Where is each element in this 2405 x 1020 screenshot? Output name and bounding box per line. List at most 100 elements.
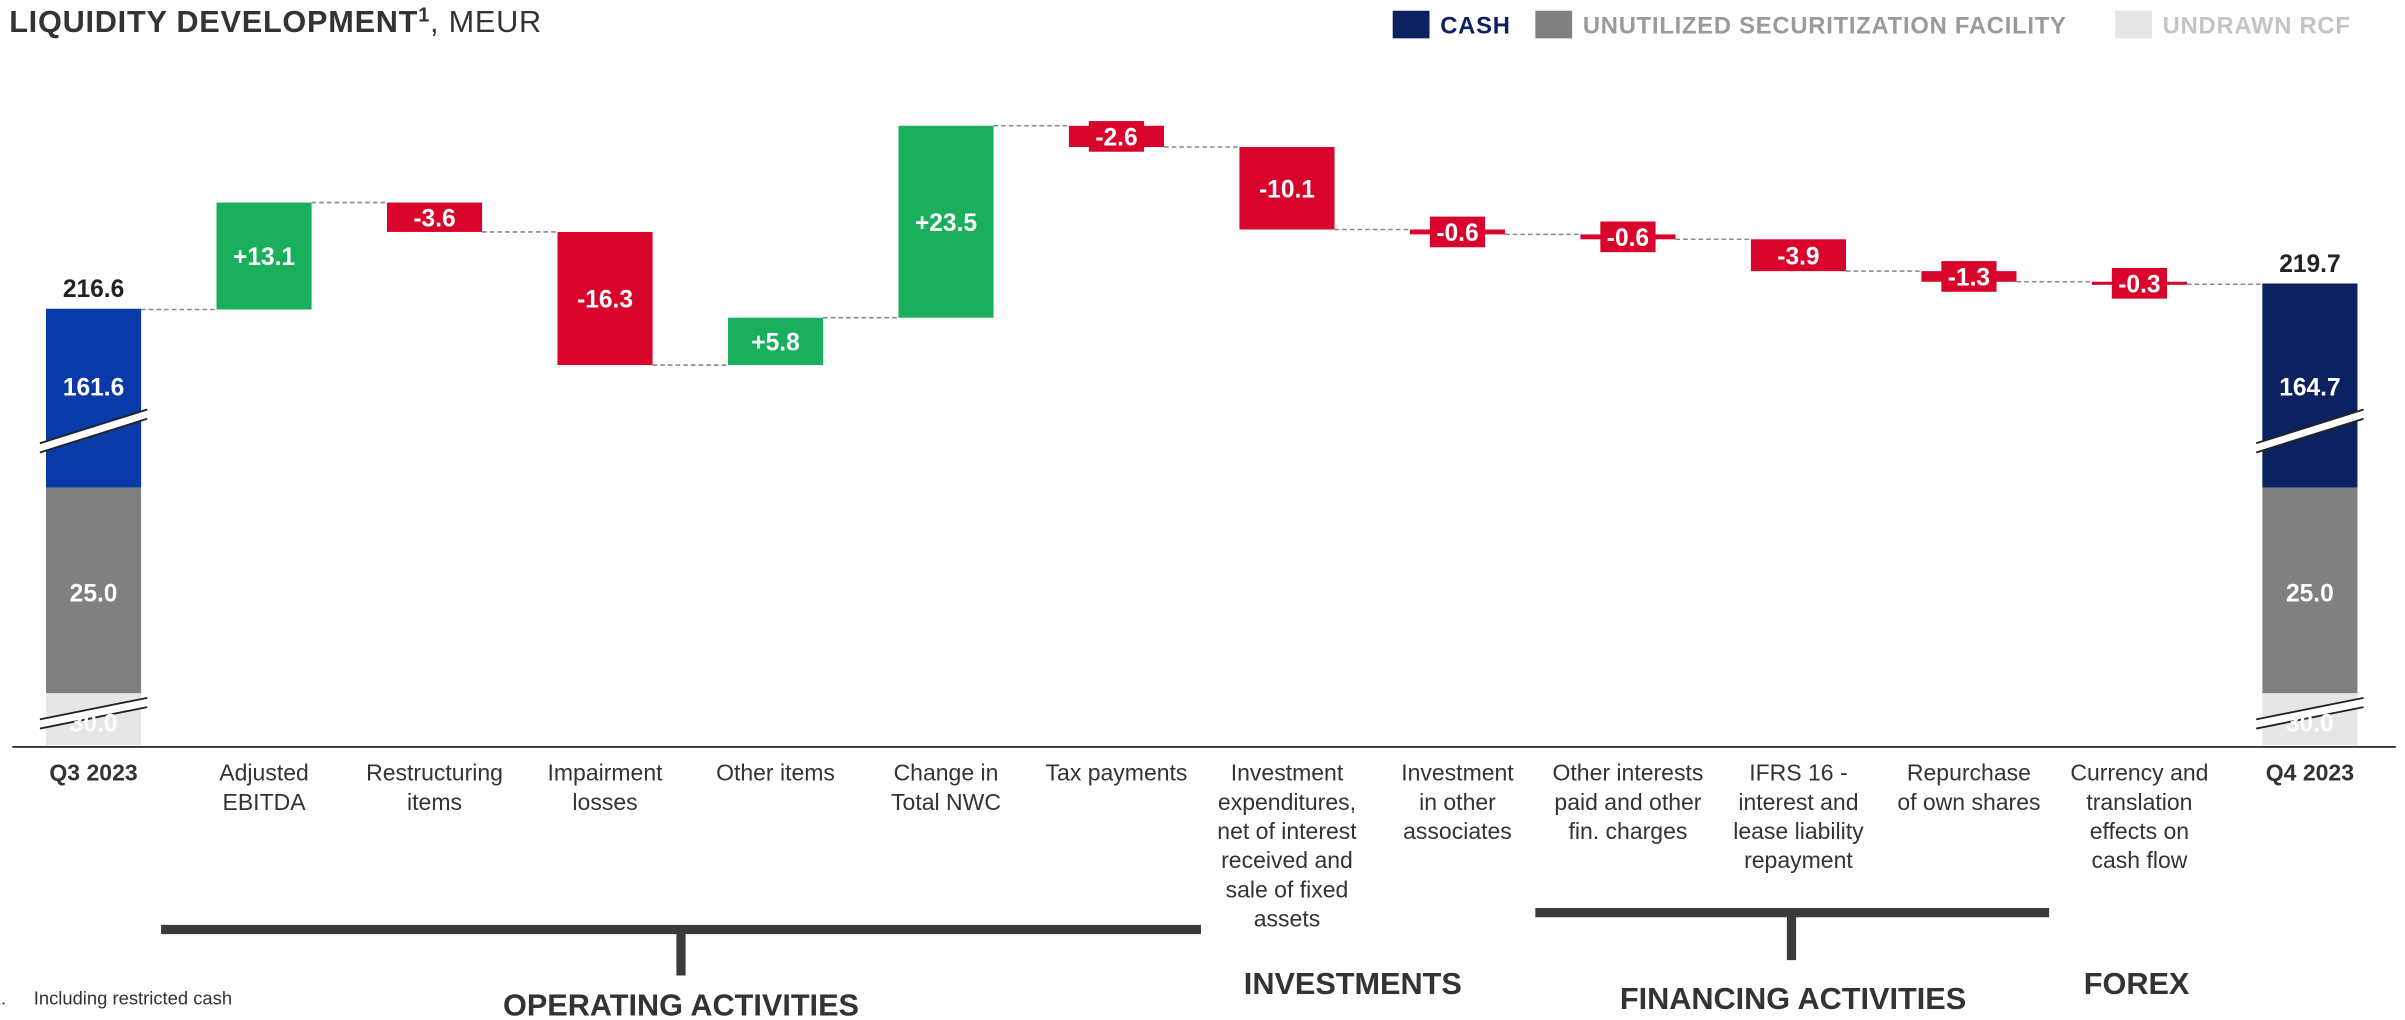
- x-tick-label: Impairment losses: [548, 760, 664, 815]
- bar: [557, 231, 653, 366]
- group-label: FINANCING ACTIVITIES: [1620, 982, 1966, 1016]
- bar-segment: [46, 487, 142, 694]
- axis-break-edge: [2255, 408, 2364, 454]
- axis-break: [38, 697, 149, 729]
- x-tick-line: fin. charges: [1568, 818, 1687, 844]
- bar-label: -3.6: [413, 205, 455, 232]
- axis-break: [2254, 409, 2365, 453]
- x-tick-label: Other interests paid and other fin. charge…: [1553, 760, 1704, 844]
- x-tick-line: translation: [2086, 789, 2192, 815]
- bar-label: -0.6: [1436, 220, 1478, 247]
- x-tick-line: effects on: [2090, 818, 2189, 844]
- bar-label-bg: [1941, 261, 1997, 292]
- x-tick-line: lease liability: [1733, 818, 1864, 844]
- x-tick-line: assets: [1254, 905, 1320, 931]
- x-tick-line: Restructuring: [366, 760, 503, 786]
- bar-label: +5.8: [751, 330, 799, 357]
- x-tick-line: expenditures,: [1218, 789, 1356, 815]
- footnote-marker: 1.: [0, 988, 6, 1009]
- x-tick-line: Impairment: [548, 760, 664, 786]
- bar: [898, 125, 994, 318]
- bar: [216, 202, 312, 310]
- chart-title: LIQUIDITY DEVELOPMENT1, MEUR: [9, 4, 542, 39]
- bar-segment: [46, 309, 142, 488]
- group-bracket: [1535, 908, 2050, 961]
- bar: [1750, 239, 1846, 272]
- legend-swatch: [2115, 10, 2152, 39]
- footnote: Including restricted cash: [34, 988, 232, 1009]
- title-suffix: , MEUR: [430, 5, 542, 39]
- x-tick-line: in other: [1419, 789, 1496, 815]
- x-tick-line: cash flow: [2091, 847, 2187, 873]
- total-label: 216.6: [63, 276, 124, 303]
- bar-label: -0.3: [2118, 271, 2160, 298]
- bar-label: 25.0: [2286, 580, 2334, 607]
- x-tick-line: Adjusted: [219, 760, 309, 786]
- axis-break: [2255, 697, 2365, 729]
- axis-break-edge: [39, 408, 148, 454]
- legend-label: UNUTILIZED SECURITIZATION FACILITY: [1583, 13, 2067, 40]
- x-tick-label: Q4 2023: [2266, 760, 2354, 786]
- x-tick-line: Repurchase: [1907, 760, 2031, 786]
- bar-label: 161.6: [63, 375, 124, 402]
- bar-label: -16.3: [577, 287, 633, 314]
- x-tick-line: paid and other: [1554, 789, 1701, 815]
- bar: [1239, 147, 1335, 230]
- bar-label: +13.1: [233, 244, 295, 271]
- x-tick-line: items: [407, 789, 462, 815]
- x-tick-label: Investment in other associates: [1401, 760, 1514, 844]
- x-tick-line: Q4 2023: [2266, 760, 2354, 786]
- bar-label: -1.3: [1948, 265, 1990, 292]
- x-tick-line: repayment: [1744, 847, 1853, 873]
- x-tick-line: Total NWC: [891, 789, 1001, 815]
- x-tick-label: IFRS 16 - interest and lease liability repa…: [1733, 760, 1864, 873]
- x-tick-line: Investment: [1231, 760, 1344, 786]
- x-tick-label: Other items: [716, 760, 835, 786]
- axis-break-edge: [39, 696, 148, 730]
- bar-label: -10.1: [1259, 176, 1315, 203]
- x-tick-label: Change in Total NWC: [891, 760, 1001, 815]
- bar-label: 30.0: [70, 711, 118, 738]
- bar-label-bg: [1600, 221, 1656, 253]
- x-tick-label: Q3 2023: [49, 760, 137, 786]
- x-tick-line: Tax payments: [1046, 760, 1188, 786]
- x-tick-label: Repurchase of own shares: [1897, 760, 2040, 815]
- bar-label-bg: [2111, 267, 2168, 299]
- bar-segment: [2262, 284, 2358, 488]
- group-label: INVESTMENTS: [1244, 967, 1462, 1001]
- group-bracket: [161, 924, 1201, 976]
- axis-break-edge: [2256, 696, 2364, 730]
- bar-label: -3.9: [1777, 243, 1819, 270]
- x-tick-label: Tax payments: [1046, 760, 1188, 786]
- x-tick-label: Currency and translation effects on cash fl…: [2070, 760, 2208, 873]
- legend-label: UNDRAWN RCF: [2163, 13, 2351, 40]
- group-label: OPERATING ACTIVITIES: [503, 988, 859, 1020]
- x-tick-line: Investment: [1401, 760, 1514, 786]
- x-tick-line: Q3 2023: [49, 760, 137, 786]
- bar: [386, 202, 483, 232]
- x-tick-line: received and: [1221, 847, 1353, 873]
- x-tick-label: Investment expenditures, net of interest re…: [1217, 760, 1357, 932]
- x-tick-line: Other interests: [1553, 760, 1704, 786]
- x-tick-line: sale of fixed: [1226, 876, 1349, 902]
- total-label: 219.7: [2279, 251, 2340, 278]
- x-tick-label: Restructuring items: [366, 760, 503, 815]
- bar-label-bg: [1429, 216, 1486, 248]
- x-tick-line: EBITDA: [223, 789, 307, 815]
- x-tick-line: associates: [1403, 818, 1512, 844]
- x-tick-line: interest and: [1738, 789, 1858, 815]
- axis-break: [38, 409, 149, 453]
- bar-label: 164.7: [2279, 375, 2340, 402]
- legend-swatch: [1392, 10, 1430, 39]
- x-tick-line: Other items: [716, 760, 835, 786]
- bar-label: 30.0: [2286, 711, 2334, 738]
- x-tick-line: losses: [572, 789, 637, 815]
- legend-swatch: [1535, 10, 1573, 39]
- x-tick-label: Adjusted EBITDA: [219, 760, 309, 815]
- legend-label: CASH: [1440, 13, 1510, 40]
- bar-label: -2.6: [1095, 125, 1137, 152]
- bar-segment: [2262, 487, 2358, 694]
- bar-label: 25.0: [70, 580, 118, 607]
